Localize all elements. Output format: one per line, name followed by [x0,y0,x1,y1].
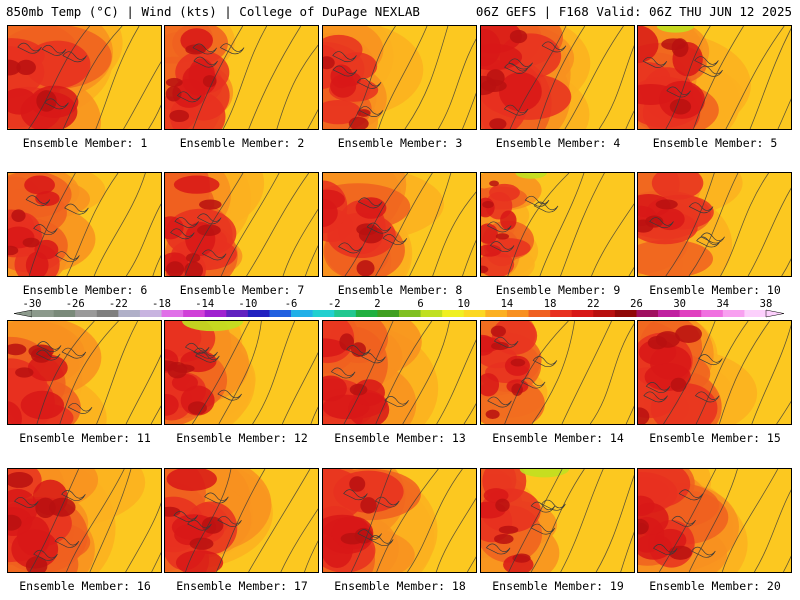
ensemble-member-label: Ensemble Member: 2 [179,136,305,150]
colorbar-tick-label: -18 [152,298,171,310]
colorbar-swatch [571,310,594,317]
ensemble-member-label: Ensemble Member: 6 [22,283,148,297]
colorbar-swatch [183,310,206,317]
colorbar-swatch [139,310,162,317]
colorbar-tick-label: 14 [501,298,514,310]
colorbar-tick-label: 6 [417,298,423,310]
colorbar-swatch [442,310,465,317]
colorbar-swatch [550,310,573,317]
map-title: 850mb Temp (°C) | Wind (kts) | College o… [6,4,420,19]
colorbar-swatch [53,310,76,317]
ensemble-member-map [637,320,792,425]
ensemble-member-map [322,172,477,277]
ensemble-member-map [322,468,477,573]
ensemble-member-label: Ensemble Member: 14 [492,431,624,445]
run-valid-time: 06Z GEFS | F168 Valid: 06Z THU JUN 12 20… [475,4,792,19]
colorbar-swatch [614,310,637,317]
ensemble-member-label: Ensemble Member: 8 [337,283,463,297]
colorbar-max-arrow [765,309,785,318]
colorbar-swatch [485,310,508,317]
ensemble-member-label: Ensemble Member: 7 [179,283,305,297]
ensemble-member-label: Ensemble Member: 19 [492,579,624,593]
colorbar-swatch [377,310,400,317]
colorbar-swatch [722,310,745,317]
colorbar-tick-label: -10 [238,298,257,310]
colorbar-tick-label: -6 [285,298,298,310]
colorbar-swatch [399,310,421,317]
ensemble-member-map [322,320,477,425]
colorbar-tick-label: 18 [544,298,557,310]
colorbar-swatch [463,310,486,317]
ensemble-member-map [164,25,319,130]
colorbar-tick-label: 26 [630,298,643,310]
ensemble-member-label: Ensemble Member: 16 [19,579,151,593]
colorbar-swatch [312,310,335,317]
ensemble-member-map [480,25,635,130]
ensemble-member-map [480,172,635,277]
colorbar-tick-label: 30 [673,298,686,310]
colorbar-tick-label: -30 [23,298,42,310]
ensemble-member-label: Ensemble Member: 13 [334,431,466,445]
ensemble-member-label: Ensemble Member: 10 [649,283,781,297]
temperature-colorbar: -30 -26 -22 -18 -14 -10 -6 -2 2 6 10 14 18 22 26 30 34 38… [13,298,785,318]
colorbar-min-arrow [13,309,33,318]
colorbar-swatch [528,310,551,317]
colorbar-swatch [679,310,702,317]
ensemble-member-map [7,25,162,130]
colorbar-swatch [636,310,659,317]
ensemble-member-label: Ensemble Member: 12 [176,431,308,445]
colorbar-swatch [744,310,767,317]
ensemble-member-map [480,468,635,573]
colorbar-swatch [355,310,378,317]
colorbar-swatch [161,310,184,317]
colorbar-tick-label: -14 [195,298,214,310]
colorbar-swatch [269,310,292,317]
ensemble-member-map [637,468,792,573]
colorbar-swatch [701,310,724,317]
colorbar-tick-label: -2 [328,298,341,310]
colorbar-swatch [96,310,119,317]
ensemble-member-map [7,468,162,573]
colorbar-swatch [204,310,227,317]
colorbar-swatch [593,310,616,317]
colorbar-swatch [32,310,54,317]
colorbar-swatch [247,310,270,317]
ensemble-member-label: Ensemble Member: 5 [652,136,778,150]
colorbar-tick-label: 34 [716,298,729,310]
ensemble-member-map [322,25,477,130]
ensemble-member-map [637,25,792,130]
ensemble-member-label: Ensemble Member: 17 [176,579,308,593]
ensemble-member-label: Ensemble Member: 3 [337,136,463,150]
colorbar-swatch [506,310,529,317]
ensemble-member-label: Ensemble Member: 1 [22,136,148,150]
colorbar-tick-label: 38 [760,298,773,310]
ensemble-member-map [164,468,319,573]
colorbar-tick-label: 10 [457,298,470,310]
colorbar-swatch [118,310,141,317]
colorbar-tick-label: 22 [587,298,600,310]
colorbar-tick-label: 2 [374,298,380,310]
colorbar-swatch [75,310,98,317]
ensemble-member-map [7,172,162,277]
ensemble-member-map [637,172,792,277]
colorbar-tick-label: -22 [109,298,128,310]
colorbar-tick-label: -26 [66,298,85,310]
ensemble-member-label: Ensemble Member: 18 [334,579,466,593]
colorbar-swatch [226,310,249,317]
colorbar-swatch [334,310,357,317]
ensemble-member-label: Ensemble Member: 11 [19,431,151,445]
ensemble-member-map [7,320,162,425]
ensemble-member-label: Ensemble Member: 4 [495,136,621,150]
ensemble-member-map [480,320,635,425]
ensemble-member-map [164,172,319,277]
colorbar-swatch [420,310,443,317]
ensemble-member-label: Ensemble Member: 9 [495,283,621,297]
colorbar-swatch [658,310,680,317]
ensemble-member-label: Ensemble Member: 15 [649,431,781,445]
ensemble-member-map [164,320,319,425]
ensemble-member-label: Ensemble Member: 20 [649,579,781,593]
colorbar-swatch [291,310,313,317]
